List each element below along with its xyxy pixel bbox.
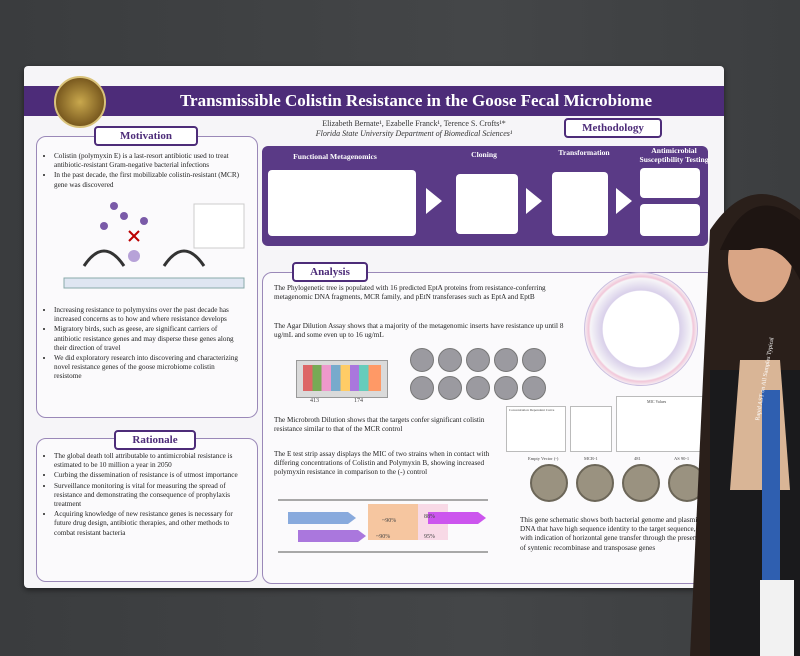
chart-title: Concentration Dependent Curve — [509, 408, 555, 412]
agar-plate — [410, 348, 434, 372]
agar-plate — [438, 376, 462, 400]
ast-figure-top — [640, 168, 700, 198]
etest-plate — [530, 464, 568, 502]
rationale-bullet: Curbing the dissemination of resistance … — [54, 471, 249, 480]
arrow-icon — [616, 188, 632, 214]
poster-title: Transmissible Colistin Resistance in the… — [179, 91, 653, 110]
agar-plate — [522, 348, 546, 372]
rationale-heading: Rationale — [114, 430, 196, 450]
agar-plate — [410, 376, 434, 400]
etest-label: 481 — [634, 456, 641, 461]
mechanism-illustration — [63, 202, 245, 289]
rationale-bullet: Acquiring knowledge of new resistance ge… — [54, 510, 249, 538]
chart-title: MIC Values — [647, 399, 667, 404]
cloning-figure — [456, 174, 518, 234]
agar-plate — [466, 348, 490, 372]
method-cloning: Cloning — [471, 150, 497, 159]
motivation-top-text: Colistin (polymyxin E) is a last-resort … — [44, 152, 244, 191]
poster-authors: Elizabeth Bernate¹, Ezabelle Franck¹, Te… — [322, 119, 506, 128]
motivation-panel — [36, 136, 258, 418]
motivation-bullet: Colistin (polymyxin E) is a last-resort … — [54, 152, 244, 170]
method-functional-metagenomics: Functional Metagenomics — [293, 152, 377, 161]
rationale-text: The global death toll attributable to an… — [44, 452, 249, 539]
rationale-bullet: The global death toll attributable to an… — [54, 452, 249, 470]
plate-label: 174 — [354, 398, 363, 404]
agar-plate — [466, 376, 490, 400]
gene-schematic — [278, 499, 488, 553]
motivation-bullet: We did exploratory research into discove… — [54, 354, 244, 382]
rationale-bullet: Surveillance monitoring is vital for mea… — [54, 482, 249, 510]
title-banner — [24, 86, 724, 116]
etest-plate — [622, 464, 660, 502]
identity-label: ~90% — [376, 534, 391, 540]
rationale-panel — [36, 438, 258, 582]
phylo-text: The Phylogenetic tree is populated with … — [274, 284, 546, 302]
motivation-bullet: Increasing resistance to polymyxins over… — [54, 306, 244, 324]
phylogenetic-tree-figure — [584, 272, 698, 386]
etest-text: The E test strip assay displays the MIC … — [274, 450, 490, 477]
motivation-bottom-text: Increasing resistance to polymyxins over… — [44, 306, 244, 383]
motivation-bullet: Migratory birds, such as geese, are sign… — [54, 325, 244, 353]
motivation-bullet: In the past decade, the first mobilizabl… — [54, 171, 244, 189]
broth-text: The Microbroth Dilution shows that the t… — [274, 416, 485, 434]
ast-figure-bottom — [640, 204, 700, 236]
bar-chart-small — [570, 406, 612, 452]
method-ast: Antimicrobial Susceptibility Testing — [639, 146, 709, 164]
methodology-heading: Methodology — [564, 118, 662, 138]
plate-label: 413 — [310, 398, 319, 404]
gene-text: This gene schematic shows both bacterial… — [520, 516, 703, 552]
transformation-figure — [552, 172, 608, 236]
motivation-heading: Motivation — [94, 126, 198, 146]
research-poster: Transmissible Colistin Resistance in the… — [24, 66, 724, 588]
agar-plate — [494, 348, 518, 372]
etest-label: MCR-1 — [584, 456, 598, 461]
etest-label: Empty Vector (-) — [528, 456, 559, 461]
agar-plate — [494, 376, 518, 400]
agar-plate — [522, 376, 546, 400]
method-transformation: Transformation — [558, 148, 610, 157]
identity-label: 95% — [424, 534, 435, 540]
identity-label: ~90% — [382, 518, 397, 524]
etest-label: AS 90-1 — [674, 456, 690, 461]
agar-plate-grid — [296, 360, 388, 398]
metagenomics-figure — [268, 170, 416, 236]
analysis-heading: Analysis — [292, 262, 368, 282]
agar-text: The Agar Dilution Assay shows that a maj… — [274, 322, 564, 340]
etest-plate — [576, 464, 614, 502]
presenter-person — [690, 194, 800, 656]
agar-plate — [438, 348, 462, 372]
poster-department: Florida State University Department of B… — [315, 129, 513, 138]
identity-label: 88% — [424, 514, 435, 520]
concentration-curve-chart: Concentration Dependent Curve — [506, 406, 566, 452]
university-seal-icon — [54, 76, 106, 128]
arrow-icon — [526, 188, 542, 214]
arrow-icon — [426, 188, 442, 214]
